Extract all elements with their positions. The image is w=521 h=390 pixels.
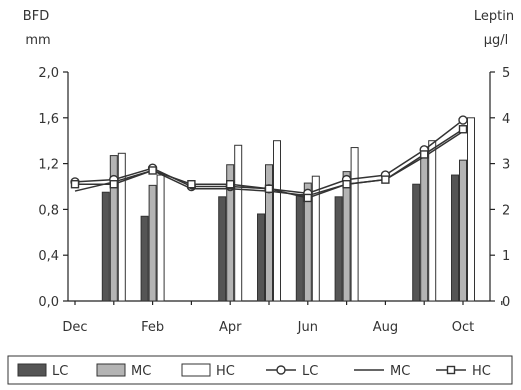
point-lc <box>458 115 468 125</box>
bar-mc <box>303 182 312 302</box>
legend-swatch-bar-hc <box>181 363 211 377</box>
point-hc <box>420 150 429 159</box>
x-tick-label: Apr <box>219 320 242 335</box>
left-tick-label: 1,6 <box>38 112 59 127</box>
left-axis-ticks: 0,0 0,4 0,8 1,2 1,6 2,0 <box>38 66 68 310</box>
bar-lc <box>257 213 265 302</box>
bar-hc <box>234 144 243 302</box>
bar-lc <box>295 194 304 302</box>
bar-mc <box>265 164 273 302</box>
legend-label: LC <box>302 364 318 379</box>
bar-lc <box>218 196 227 302</box>
bar-hc <box>273 140 281 302</box>
point-hc <box>342 180 351 189</box>
point-hc <box>187 180 196 189</box>
bar-mc <box>342 171 351 302</box>
bar-lc <box>412 183 421 302</box>
right-axis-label-line-2: µg/l <box>484 33 509 48</box>
x-axis-ticks: Dec Feb Apr Jun Aug Oct <box>62 301 503 335</box>
right-axis-ticks: 0 1 2 3 4 5 <box>490 66 510 310</box>
bar-hc <box>467 117 475 302</box>
bar-mc <box>420 153 429 302</box>
legend-marker-circle <box>276 365 286 375</box>
right-tick-label: 2 <box>502 203 510 218</box>
left-axis-label-line-1: BFD <box>23 9 49 24</box>
bar-lc <box>101 191 110 302</box>
point-hc <box>458 125 468 134</box>
point-hc <box>303 193 312 203</box>
bar-hc <box>117 152 126 302</box>
bar-lc <box>451 174 459 302</box>
legend-label: HC <box>216 364 235 379</box>
point-hc <box>70 180 80 189</box>
right-tick-label: 5 <box>502 66 510 81</box>
bar-lc <box>334 196 343 302</box>
bar-lc <box>140 215 149 302</box>
left-tick-label: 0,0 <box>38 295 59 310</box>
point-hc <box>381 175 390 184</box>
legend-label: HC <box>472 364 491 379</box>
legend-label: MC <box>390 364 410 379</box>
right-tick-label: 4 <box>502 112 510 127</box>
left-tick-label: 1,2 <box>38 158 59 173</box>
point-hc <box>264 184 274 193</box>
left-axis-label-line-2: mm <box>25 33 50 48</box>
legend-swatch-bar-mc <box>96 363 126 377</box>
right-tick-label: 3 <box>502 158 510 173</box>
line-series <box>70 115 468 203</box>
left-tick-label: 2,0 <box>38 66 59 81</box>
bar-hc <box>156 174 165 302</box>
x-tick-label: Aug <box>373 320 398 335</box>
x-tick-label: Oct <box>452 320 474 335</box>
right-axis-label-line-1: Leptin <box>474 9 514 24</box>
right-tick-label: 0 <box>502 295 510 310</box>
legend-label: MC <box>131 364 151 379</box>
left-tick-label: 0,8 <box>38 203 59 218</box>
x-tick-label: Dec <box>62 320 87 335</box>
legend-swatch-bar-lc <box>17 363 47 377</box>
bar-mc <box>459 159 467 302</box>
bar-mc <box>148 184 157 302</box>
x-tick-label: Feb <box>141 320 164 335</box>
x-tick-label: Jun <box>297 320 318 335</box>
point-hc <box>225 180 235 189</box>
legend: LC MC HC LC MC HC <box>17 363 491 379</box>
point-hc <box>148 166 157 175</box>
right-tick-label: 1 <box>502 249 510 264</box>
point-hc <box>109 180 119 189</box>
legend-label: LC <box>52 364 68 379</box>
legend-marker-square <box>446 365 456 375</box>
legend-frame <box>7 355 513 385</box>
bar-series <box>101 117 475 302</box>
bar-hc <box>311 175 320 302</box>
bar-hc <box>428 140 437 302</box>
bar-hc <box>350 147 359 302</box>
bar-mc <box>226 164 235 302</box>
left-tick-label: 0,4 <box>38 249 59 264</box>
bar-mc <box>109 155 118 302</box>
